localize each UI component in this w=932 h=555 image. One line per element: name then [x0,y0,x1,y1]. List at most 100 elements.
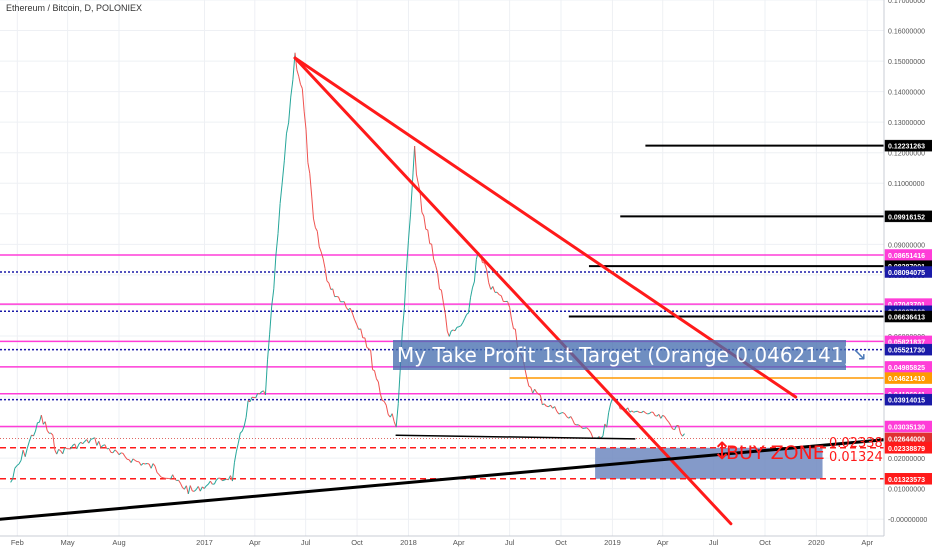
price-segment [246,401,248,417]
price-segment [493,286,495,292]
y-tick-label: 0.16000000 [888,29,925,36]
price-segment [482,263,484,264]
price-segment [376,379,378,382]
buy-zone-label[interactable]: BUY ZONE [726,442,825,464]
price-segment [210,481,212,484]
price-segment [513,329,515,330]
price-segment [571,416,573,419]
price-segment [373,370,375,371]
x-tick-label: 2020 [808,538,825,547]
y-tick-label: 0.12000000 [888,151,925,158]
price-segment [236,443,238,452]
price-segment [29,435,31,441]
price-segment [274,255,276,288]
horizontal-levels [0,146,884,479]
price-segment [413,146,415,181]
price-segment [432,244,434,259]
price-segment [669,422,671,425]
price-segment [51,433,53,435]
price-segment [222,480,224,481]
x-tick-label: 2018 [400,538,417,547]
price-segment [308,163,310,174]
price-segment [457,327,459,328]
price-segment [404,270,406,308]
price-segment [47,430,49,433]
price-segment [135,460,137,461]
price-segment [109,448,111,452]
price-segment [609,404,611,413]
price-segment [645,413,647,414]
price-segment [430,244,432,245]
y-tick-label: -0.00000000 [888,517,927,524]
price-segment [339,297,341,302]
x-tick-label: Apr [249,538,261,547]
price-segment [683,434,685,436]
price-segment [439,289,441,290]
price-segment [501,296,503,302]
price-segment [95,438,97,446]
price-segment [306,129,308,162]
x-tick-label: Apr [453,538,465,547]
price-segment [632,411,634,412]
price-segment [659,414,661,418]
price-segment [535,389,537,392]
x-tick-label: Aug [112,538,125,547]
x-tick-label: Oct [759,538,772,547]
price-segment [525,369,527,378]
price-segment [289,97,291,123]
price-segment [424,216,426,229]
price-segment [573,420,575,424]
level-label: 0.02338879 [888,446,925,453]
x-tick-label: Oct [351,538,364,547]
price-segment [384,401,386,405]
y-tick-label: 0.15000000 [888,59,925,66]
price-segment [57,449,59,454]
price-segment [143,463,145,464]
price-segment [147,463,149,464]
price-segment [216,478,218,480]
price-segment [312,195,314,219]
price-segment [665,417,667,420]
price-segment [365,338,367,348]
price-segment [280,183,282,204]
price-segment [354,319,356,324]
y-tick-label: 0.01000000 [888,487,925,494]
x-tick-label: 2019 [604,538,621,547]
level-label: 0.09916152 [888,214,925,221]
price-segment [461,323,463,326]
price-segment [313,219,315,228]
price-segment [415,146,417,174]
price-segment [151,464,153,469]
level-label: 0.05521730 [888,348,925,355]
price-segment [555,407,557,412]
price-segment [13,468,15,479]
price-segment [375,371,377,379]
price-segment [467,313,469,315]
price-segment [77,444,79,449]
price-segment [434,259,436,265]
buy-zone-high: 0.02338 [829,437,883,451]
x-tick-label: Jul [301,538,311,547]
price-segment [607,413,609,427]
price-segment [131,459,133,463]
price-segment [238,433,240,443]
take-profit-annotation[interactable]: My Take Profit 1st Target (Orange 0.0462… [393,340,846,370]
price-segment [87,440,89,444]
price-segment [179,480,181,483]
price-segment [186,486,188,494]
price-segment [529,386,531,387]
price-segment [297,70,299,76]
price-segment [465,315,467,319]
price-segment [163,478,165,479]
price-segment [41,415,43,424]
level-label: 0.08651416 [888,253,925,260]
y-tick-label: 0.14000000 [888,90,925,97]
price-segment [512,319,514,328]
price-segment [426,229,428,230]
price-segment [206,484,208,486]
price-segment [382,400,384,401]
price-segment [411,181,413,215]
chart-title: Ethereum / Bitcoin, D, POLONIEX [6,3,142,13]
price-segment [319,247,321,252]
